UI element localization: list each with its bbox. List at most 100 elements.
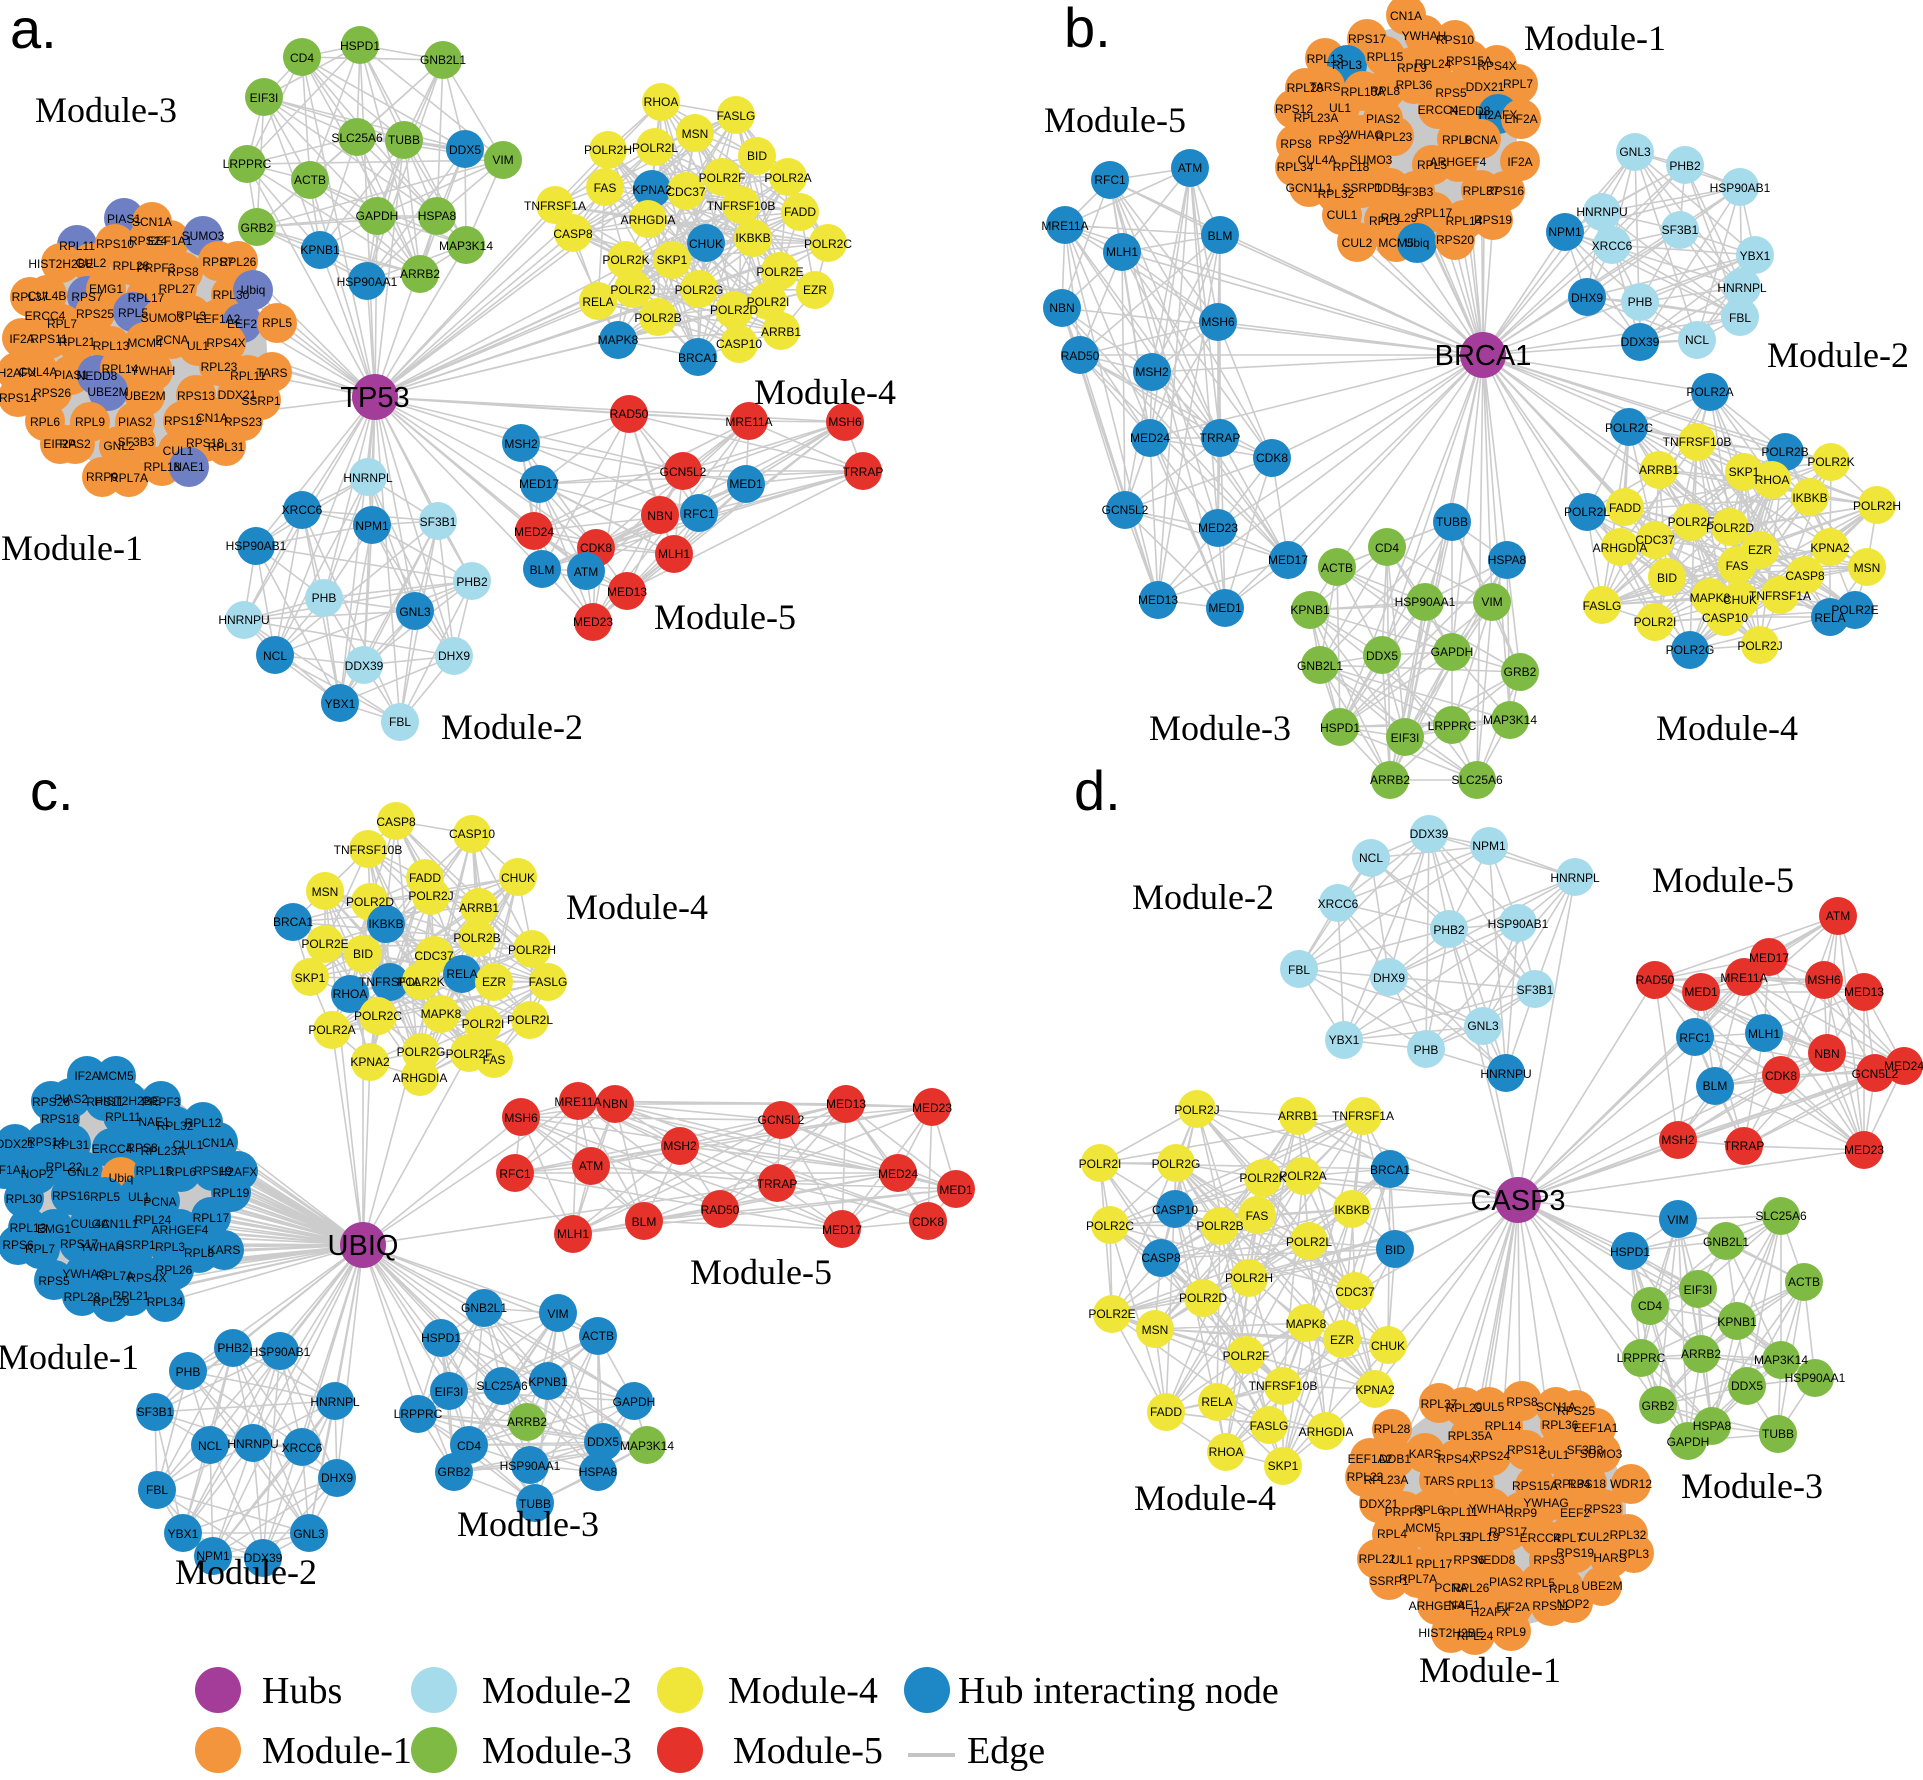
svg-text:RPL13: RPL13: [1307, 52, 1344, 66]
svg-text:RPS11: RPS11: [1532, 1599, 1569, 1613]
svg-text:ARHGEF4: ARHGEF4: [1430, 155, 1487, 169]
svg-text:BID: BID: [1385, 1243, 1405, 1257]
svg-text:RPL8: RPL8: [1370, 84, 1400, 98]
svg-text:PIAS2: PIAS2: [1366, 112, 1400, 126]
svg-text:RPL6: RPL6: [30, 415, 60, 429]
svg-text:RPL13: RPL13: [93, 339, 130, 353]
svg-text:TP53: TP53: [340, 382, 409, 414]
svg-text:TRRAP: TRRAP: [1724, 1139, 1765, 1153]
svg-text:RPL17: RPL17: [1416, 1557, 1453, 1571]
svg-text:POLR2D: POLR2D: [346, 895, 394, 909]
svg-text:RPL32: RPL32: [157, 1119, 194, 1133]
svg-text:a.: a.: [10, 0, 57, 60]
svg-text:SUMO3: SUMO3: [1350, 153, 1393, 167]
svg-text:RPS14: RPS14: [27, 1135, 65, 1149]
svg-text:SCN1A: SCN1A: [1536, 1400, 1576, 1414]
svg-text:RPL12: RPL12: [185, 1116, 222, 1130]
svg-text:EIF3I: EIF3I: [1391, 731, 1420, 745]
svg-text:RPS11: RPS11: [86, 1095, 123, 1109]
svg-text:KPNB1: KPNB1: [528, 1375, 568, 1389]
svg-text:RPL3: RPL3: [176, 309, 206, 323]
svg-text:Module-3: Module-3: [457, 1504, 599, 1544]
svg-text:Module-1: Module-1: [1419, 1650, 1561, 1690]
svg-text:POLR2B: POLR2B: [1196, 1219, 1243, 1233]
svg-text:RHOA: RHOA: [644, 95, 679, 109]
svg-text:FBL: FBL: [1288, 963, 1310, 977]
svg-text:MED13: MED13: [607, 585, 647, 599]
svg-text:CHUK: CHUK: [1371, 1339, 1405, 1353]
svg-text:RPL7A: RPL7A: [96, 1269, 134, 1283]
svg-text:RPS7: RPS7: [202, 255, 234, 269]
svg-text:RPS25: RPS25: [1557, 1404, 1595, 1418]
svg-text:CN1A: CN1A: [202, 1136, 234, 1150]
svg-text:DDX39: DDX39: [345, 659, 384, 673]
svg-text:MCM5: MCM5: [1405, 1521, 1441, 1535]
svg-text:HSP90AB1: HSP90AB1: [1710, 181, 1771, 195]
svg-text:RPL31: RPL31: [53, 1138, 90, 1152]
svg-text:PRPF3: PRPF3: [137, 261, 176, 275]
svg-text:EIF2A: EIF2A: [1504, 112, 1537, 126]
svg-text:RPL11: RPL11: [230, 369, 266, 383]
svg-text:XRCC6: XRCC6: [282, 1441, 323, 1455]
svg-text:NCL: NCL: [1685, 333, 1709, 347]
svg-text:RPS8: RPS8: [167, 265, 199, 279]
svg-text:UL1: UL1: [1329, 101, 1351, 115]
svg-text:YWHAG: YWHAG: [1523, 1496, 1568, 1510]
svg-text:RPL14: RPL14: [1446, 214, 1483, 228]
svg-text:EIF3I: EIF3I: [435, 1385, 464, 1399]
svg-text:RPS8: RPS8: [126, 1141, 158, 1155]
svg-text:CASP3: CASP3: [1470, 1185, 1565, 1217]
svg-text:MRE11A: MRE11A: [1720, 971, 1767, 985]
svg-text:ACTB: ACTB: [1788, 1275, 1820, 1289]
svg-text:EMG1: EMG1: [89, 282, 123, 296]
svg-text:RPS4X: RPS4X: [1477, 59, 1516, 73]
svg-text:HIST2H2BE: HIST2H2BE: [94, 1094, 159, 1108]
svg-text:RPS18: RPS18: [1568, 1477, 1606, 1491]
svg-text:FBL: FBL: [389, 715, 411, 729]
svg-text:RPL15: RPL15: [1367, 50, 1404, 64]
svg-text:CASP8: CASP8: [1785, 569, 1825, 583]
svg-text:RPS18: RPS18: [186, 436, 224, 450]
svg-text:FASLG: FASLG: [1250, 1419, 1289, 1433]
svg-text:YWHAH: YWHAH: [1469, 1502, 1514, 1516]
svg-text:TRRAP: TRRAP: [757, 1177, 798, 1191]
svg-text:GCN1L1: GCN1L1: [1286, 181, 1333, 195]
svg-text:POLR2F: POLR2F: [699, 171, 746, 185]
svg-text:RPL3: RPL3: [1619, 1547, 1649, 1561]
svg-text:SF3B1: SF3B1: [1662, 223, 1699, 237]
svg-text:CUL4A: CUL4A: [1298, 153, 1337, 167]
svg-text:HIST2H2BE: HIST2H2BE: [1418, 1626, 1483, 1640]
svg-text:POLR2B: POLR2B: [634, 311, 681, 325]
svg-text:TARS: TARS: [1423, 1474, 1454, 1488]
svg-text:RPL17: RPL17: [1416, 206, 1453, 220]
svg-text:RPS13: RPS13: [177, 389, 215, 403]
svg-text:RELA: RELA: [1201, 1395, 1232, 1409]
svg-text:BLM: BLM: [530, 563, 555, 577]
svg-text:POLR2E: POLR2E: [756, 265, 803, 279]
svg-text:SUMO3: SUMO3: [182, 229, 225, 243]
svg-text:KPNB1: KPNB1: [1717, 1315, 1757, 1329]
svg-text:UBE2M: UBE2M: [124, 389, 165, 403]
svg-text:TNFRSF1A: TNFRSF1A: [1332, 1109, 1394, 1123]
svg-text:DHX9: DHX9: [1373, 971, 1405, 985]
svg-text:HIST2H2BE: HIST2H2BE: [28, 257, 93, 271]
svg-text:BRCA1: BRCA1: [678, 351, 718, 365]
svg-text:TNFRSF1A: TNFRSF1A: [1749, 589, 1811, 603]
svg-text:DDX21: DDX21: [0, 1137, 35, 1151]
svg-text:PHB: PHB: [176, 1365, 201, 1379]
svg-text:HSPD1: HSPD1: [340, 39, 380, 53]
svg-text:DDX39: DDX39: [1410, 827, 1449, 841]
svg-text:RPL10A: RPL10A: [1341, 85, 1386, 99]
svg-text:POLR2C: POLR2C: [354, 1009, 402, 1023]
svg-text:MRE11A: MRE11A: [1041, 219, 1088, 233]
svg-text:RPL3: RPL3: [1332, 58, 1362, 72]
svg-text:RPL21: RPL21: [113, 1289, 150, 1303]
svg-text:EIF2A: EIF2A: [43, 437, 76, 451]
svg-text:KPNB1: KPNB1: [1290, 603, 1330, 617]
svg-text:MED24: MED24: [514, 525, 554, 539]
svg-text:POLR2A: POLR2A: [308, 1023, 355, 1037]
svg-text:RPL17: RPL17: [193, 1211, 230, 1225]
svg-text:POLR2E: POLR2E: [1831, 603, 1878, 617]
svg-text:HSP90AB1: HSP90AB1: [226, 539, 287, 553]
svg-text:EZR: EZR: [803, 283, 827, 297]
